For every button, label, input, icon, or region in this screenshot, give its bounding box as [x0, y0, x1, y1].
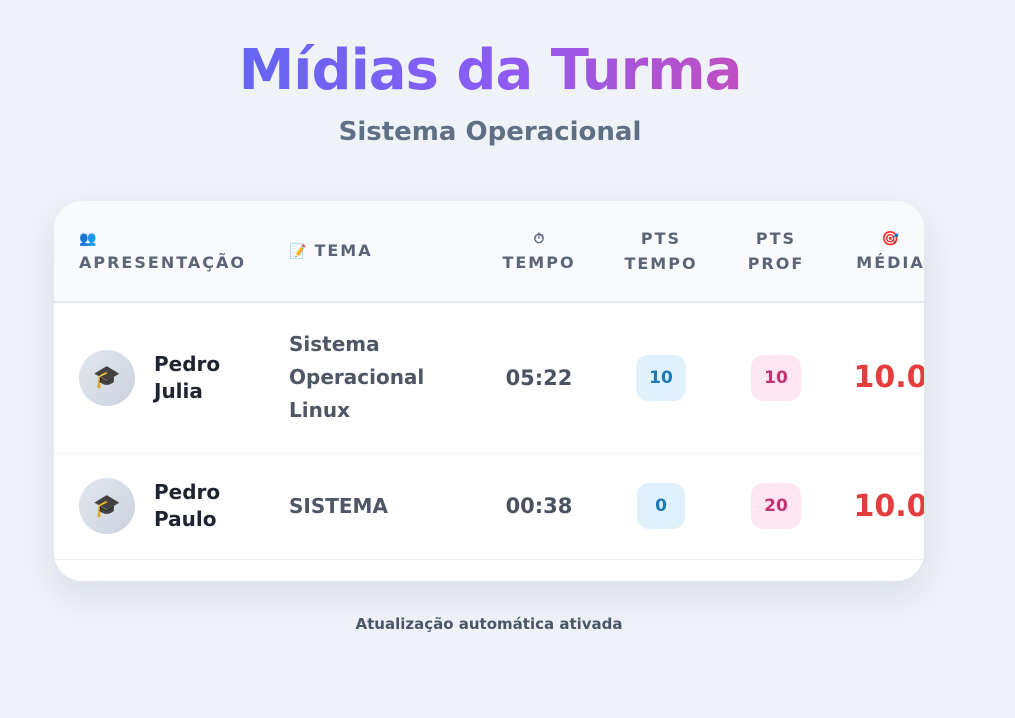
header-apresentacao-label: Apresentação — [79, 252, 246, 272]
header-pts-prof-line1: Pts — [755, 229, 797, 248]
header-pts-prof-line2: Prof — [747, 254, 805, 273]
header-media: 🎯 Média — [832, 201, 924, 302]
cell-pts-tempo: 0 — [602, 453, 720, 559]
cell-apresentacao: 🎓 Pedro Julia — [54, 302, 289, 453]
student: 🎓 Pedro Julia — [79, 349, 289, 406]
page-subtitle: Sistema Operacional — [338, 117, 642, 147]
header-pts-prof: Pts Prof — [720, 201, 832, 302]
header-media-label: Média — [856, 252, 924, 272]
table-header-row: 👥 Apresentação 📝 Tema ⏱ Tempo Pts Tempo — [54, 201, 924, 302]
cell-media: 10.0 — [853, 488, 924, 524]
graduation-cap-icon: 🎓 — [79, 478, 135, 534]
auto-update-status: Atualização automática ativada — [355, 615, 623, 633]
stopwatch-icon: ⏱ — [533, 230, 545, 247]
cell-apresentacao: 🎓 Pedro Paulo — [54, 453, 289, 559]
people-icon: 👥 — [79, 230, 97, 247]
cell-pts-prof: 10 — [720, 302, 832, 453]
cell-pts-prof: 20 — [720, 453, 832, 559]
header-pts-tempo-line1: Pts — [640, 229, 682, 248]
header-tema-label: Tema — [314, 240, 373, 260]
cell-tempo: 05:22 — [505, 365, 573, 390]
header-tempo-label: Tempo — [502, 252, 576, 272]
header-pts-tempo-line2: Tempo — [624, 254, 698, 273]
cell-tema: Sistema Operacional Linux — [289, 302, 476, 453]
target-icon: 🎯 — [881, 230, 900, 247]
pts-prof-badge: 20 — [751, 483, 801, 529]
tema-text: SISTEMA — [289, 493, 388, 518]
pts-tempo-badge: 0 — [637, 483, 685, 529]
header-tema: 📝 Tema — [289, 201, 476, 302]
student-name: Pedro Paulo — [154, 480, 221, 531]
table-row: 🎓 Pedro Paulo SISTEMA 00:38 0 20 10.0 — [54, 453, 924, 559]
pts-tempo-badge: 10 — [636, 354, 686, 401]
header-tempo: ⏱ Tempo — [476, 201, 602, 302]
header-pts-tempo: Pts Tempo — [602, 201, 720, 302]
cell-tempo: 00:38 — [505, 494, 573, 518]
page-title: Mídias da Turma — [238, 38, 743, 103]
cell-tema: SISTEMA — [289, 453, 476, 559]
grades-table: 👥 Apresentação 📝 Tema ⏱ Tempo Pts Tempo — [54, 201, 924, 560]
graduation-cap-icon: 🎓 — [79, 349, 135, 406]
table-row: 🎓 Pedro Julia Sistema Operacional Linux … — [54, 302, 924, 453]
cell-media: 10.0 — [853, 360, 924, 396]
cell-pts-tempo: 10 — [602, 302, 720, 453]
grades-card: 👥 Apresentação 📝 Tema ⏱ Tempo Pts Tempo — [54, 201, 924, 581]
header-apresentacao: 👥 Apresentação — [54, 201, 289, 302]
memo-icon: 📝 — [289, 243, 307, 260]
student: 🎓 Pedro Paulo — [79, 478, 289, 534]
tema-text: Sistema Operacional Linux — [289, 332, 425, 423]
pts-prof-badge: 10 — [751, 354, 801, 401]
student-name: Pedro Julia — [154, 351, 221, 403]
